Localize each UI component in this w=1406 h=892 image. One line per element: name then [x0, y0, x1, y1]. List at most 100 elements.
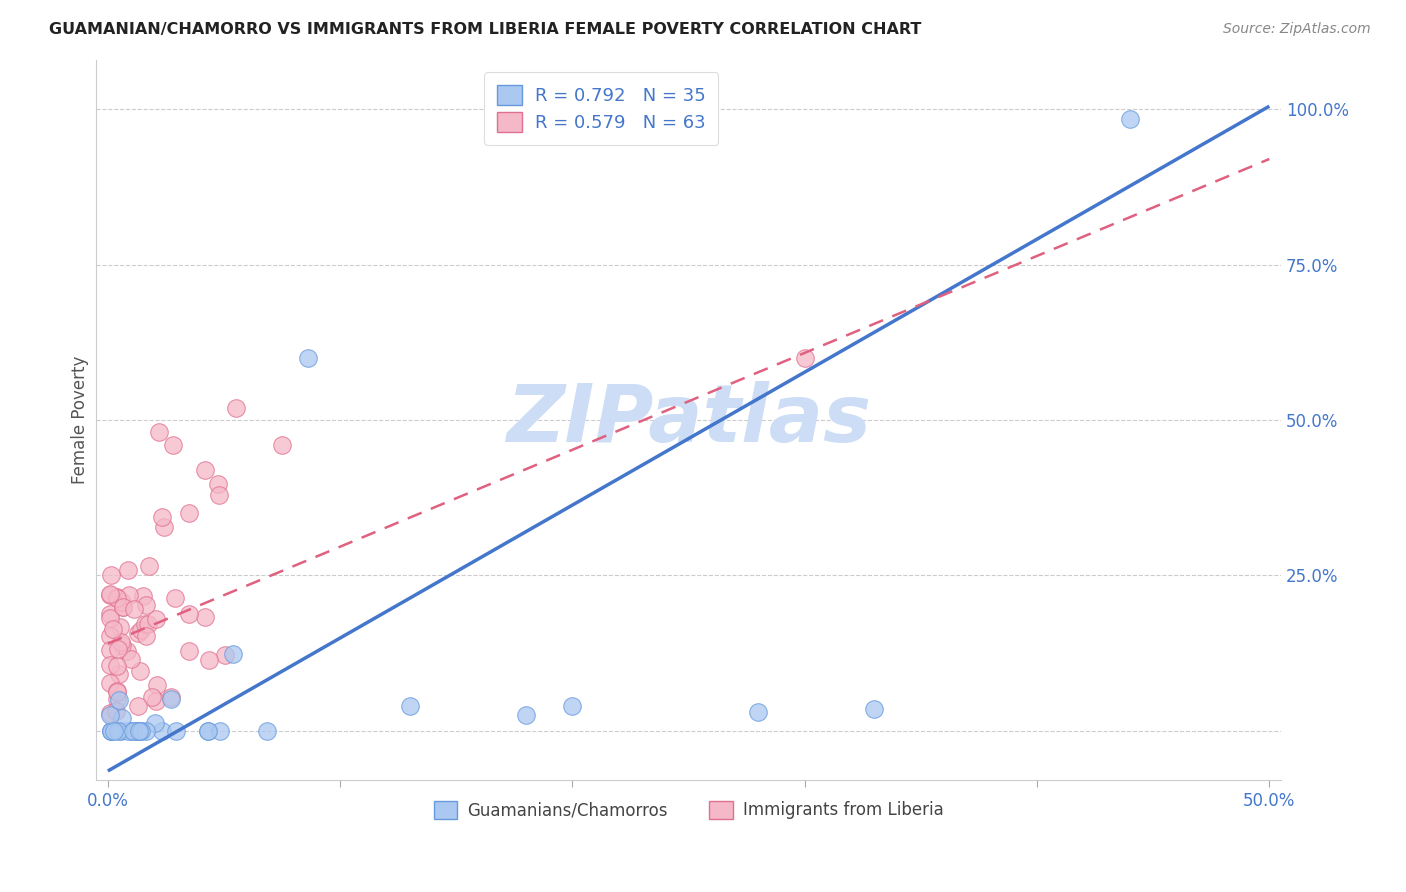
Point [98, 707, 121, 722]
Point [125, 723, 148, 738]
Point [145, 612, 167, 626]
Point [129, 623, 152, 637]
Point [863, 702, 886, 716]
Point [134, 616, 156, 631]
Point [225, 401, 247, 415]
Point [112, 599, 135, 614]
Point [111, 711, 134, 725]
Point [105, 684, 128, 698]
Point [125, 723, 148, 738]
Point [197, 723, 219, 738]
Point [179, 644, 201, 658]
Point [98, 676, 121, 690]
Point [129, 723, 152, 738]
Point [98, 657, 121, 672]
Point [150, 723, 173, 738]
Point [153, 520, 176, 534]
Point [561, 698, 583, 713]
Point [117, 564, 139, 578]
Point [207, 477, 229, 491]
Point [107, 693, 129, 707]
Point [129, 723, 152, 738]
Point [148, 425, 170, 440]
Text: Source: ZipAtlas.com: Source: ZipAtlas.com [1223, 22, 1371, 37]
Point [179, 506, 201, 520]
Point [141, 690, 163, 705]
Point [160, 690, 183, 705]
Point [128, 723, 150, 738]
Point [127, 626, 149, 640]
Point [100, 723, 122, 738]
Point [208, 487, 231, 501]
Point [747, 705, 769, 719]
Point [121, 723, 143, 738]
Point [111, 599, 134, 614]
Point [118, 588, 141, 602]
Point [271, 438, 294, 452]
Point [297, 351, 319, 365]
Point [150, 510, 173, 524]
Point [162, 438, 184, 452]
Point [111, 638, 134, 652]
Point [197, 723, 219, 738]
Point [160, 691, 183, 706]
Point [103, 723, 125, 738]
Point [107, 692, 129, 706]
Point [117, 723, 139, 738]
Point [107, 723, 129, 738]
Point [194, 463, 217, 477]
Point [105, 685, 128, 699]
Point [145, 678, 167, 692]
Point [194, 610, 217, 624]
Point [135, 629, 157, 643]
Point [98, 642, 121, 657]
Point [145, 716, 167, 731]
Point [129, 665, 152, 679]
Text: ZIPatlas: ZIPatlas [506, 381, 872, 459]
Point [122, 601, 145, 615]
Point [98, 706, 121, 720]
Point [98, 629, 121, 643]
Point [110, 723, 132, 738]
Point [122, 723, 145, 738]
Point [98, 607, 121, 621]
Legend: Guamanians/Chamorros, Immigrants from Liberia: Guamanians/Chamorros, Immigrants from Li… [427, 794, 950, 826]
Point [1119, 112, 1142, 126]
Point [214, 648, 236, 662]
Point [110, 619, 132, 633]
Point [110, 635, 132, 649]
Point [108, 666, 131, 681]
Point [145, 694, 167, 708]
Point [138, 559, 160, 574]
Point [111, 595, 134, 609]
Point [100, 723, 122, 738]
Point [101, 622, 124, 636]
Point [131, 590, 153, 604]
Point [120, 652, 142, 666]
Point [117, 644, 139, 658]
Point [177, 607, 200, 621]
Point [105, 591, 128, 605]
Point [98, 587, 121, 601]
Point [793, 351, 815, 365]
Point [100, 568, 122, 582]
Point [105, 591, 128, 605]
Point [398, 698, 420, 713]
Point [208, 723, 231, 738]
Text: GUAMANIAN/CHAMORRO VS IMMIGRANTS FROM LIBERIA FEMALE POVERTY CORRELATION CHART: GUAMANIAN/CHAMORRO VS IMMIGRANTS FROM LI… [49, 22, 921, 37]
Point [107, 642, 129, 657]
Point [98, 589, 121, 603]
Point [134, 598, 156, 612]
Point [138, 617, 160, 632]
Point [100, 611, 122, 625]
Point [100, 723, 122, 738]
Point [104, 704, 127, 718]
Point [256, 723, 278, 738]
Point [222, 647, 245, 661]
Point [105, 658, 128, 673]
Point [135, 723, 157, 738]
Point [127, 698, 149, 713]
Y-axis label: Female Poverty: Female Poverty [72, 356, 89, 484]
Point [165, 723, 187, 738]
Point [198, 653, 221, 667]
